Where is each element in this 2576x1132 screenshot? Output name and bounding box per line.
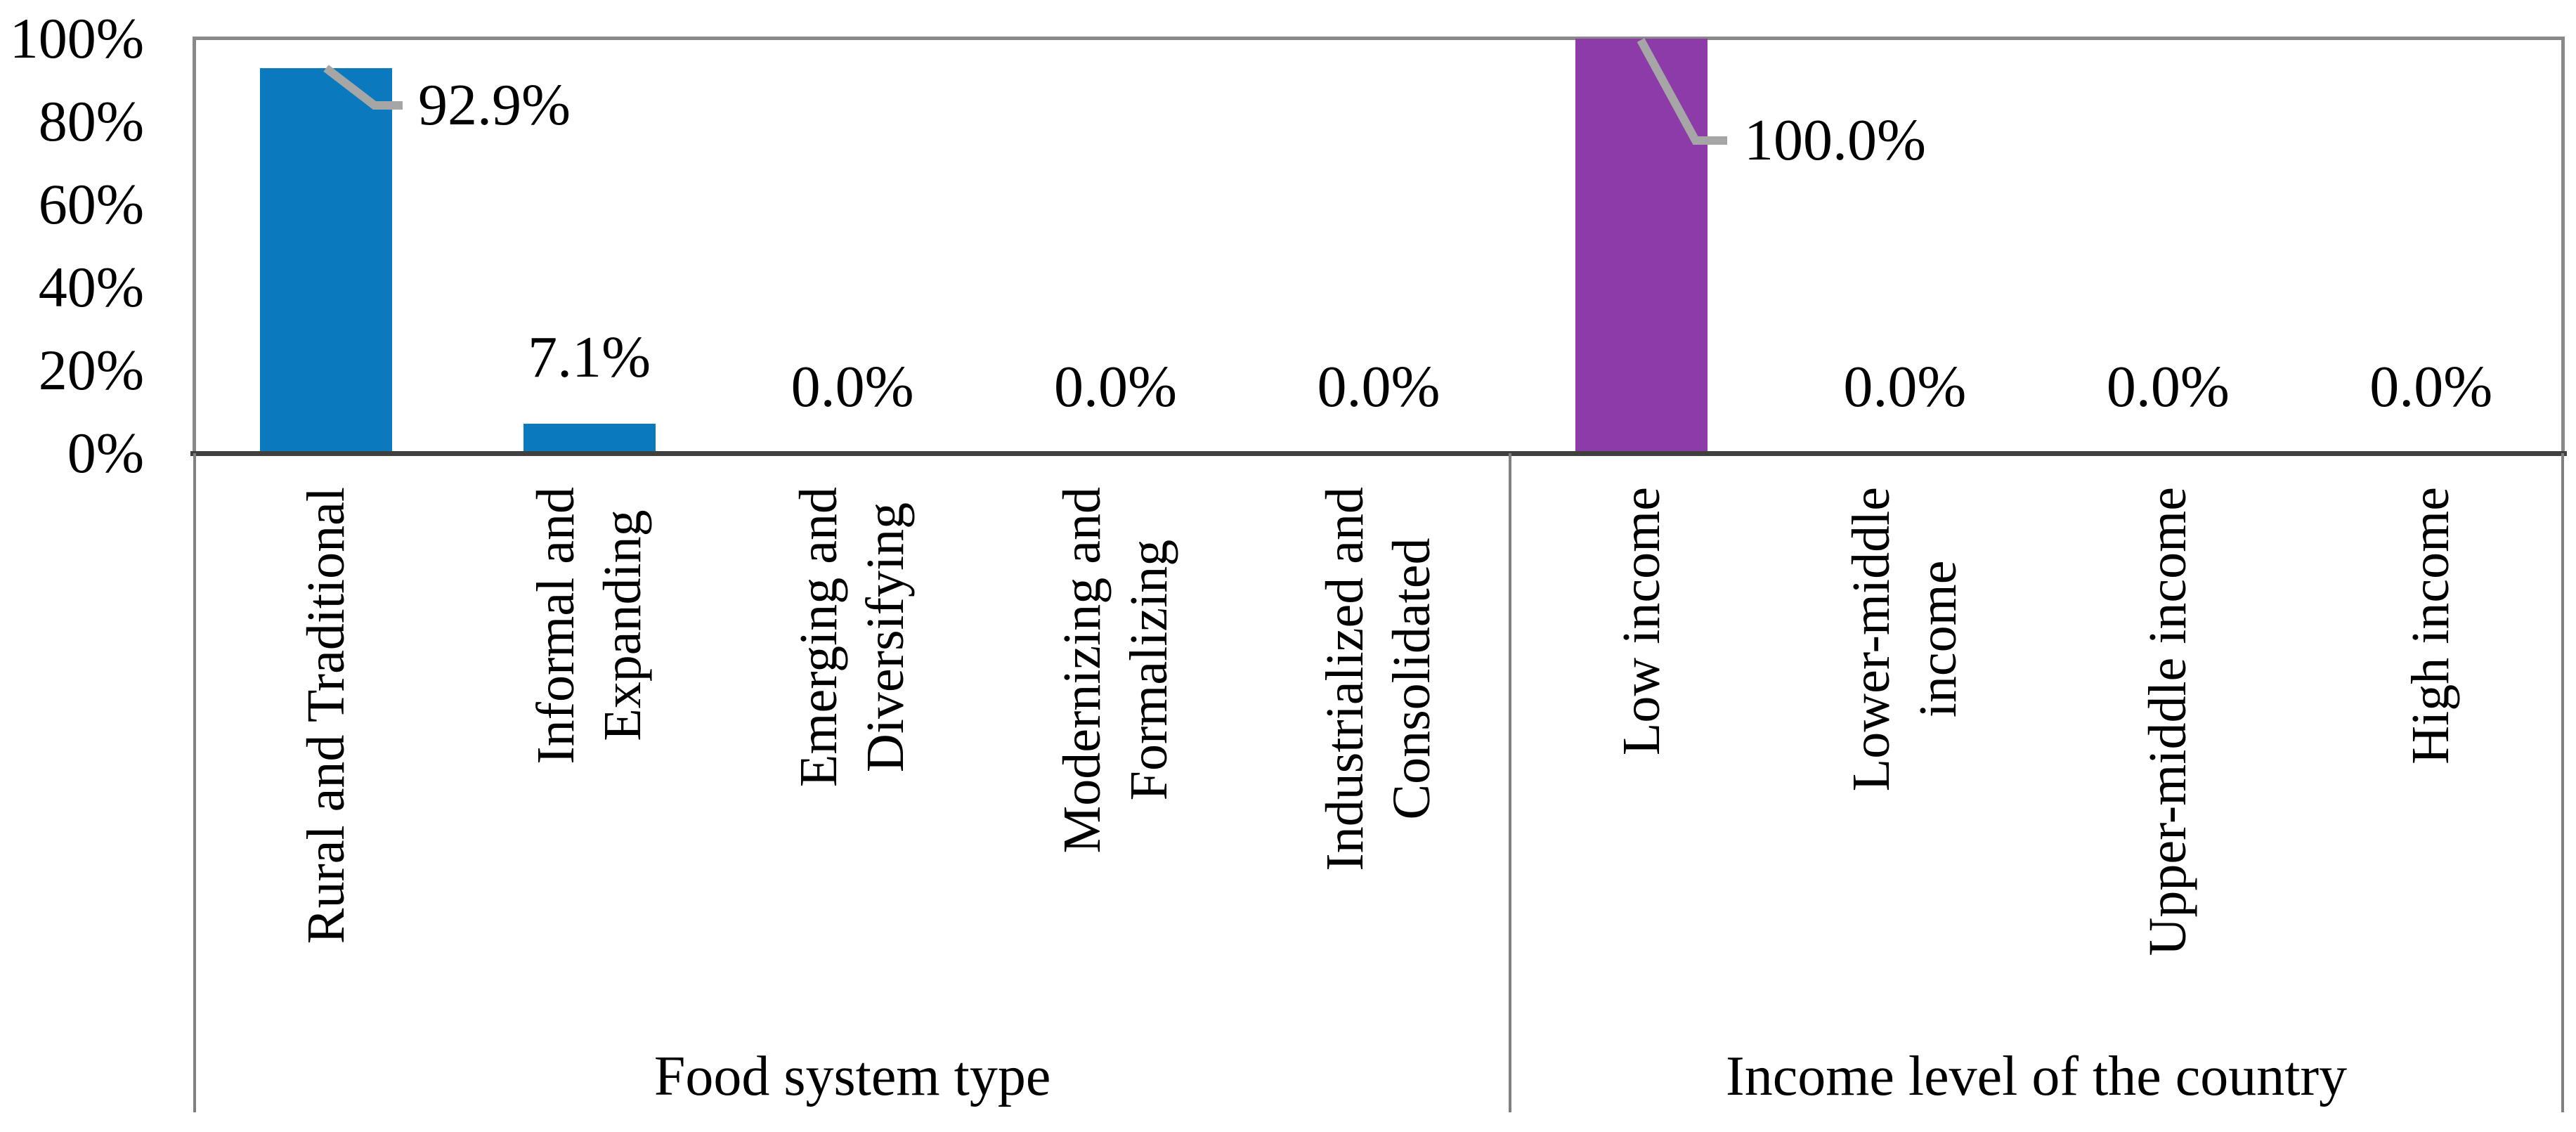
category-separator-line [2561, 453, 2564, 1112]
category-label-slot: Modernizing and Formalizing [984, 487, 1247, 1112]
data-label: 0.0% [791, 354, 914, 419]
category-label: Lower-middle income [1841, 487, 1967, 792]
category-label-slot: Emerging and Diversifying [721, 487, 984, 1112]
category-label-slot: Lower-middle income [1774, 487, 2036, 1112]
category-label-slot: Upper-middle income [2036, 487, 2299, 1112]
category-label: Emerging and Diversifying [789, 487, 916, 788]
y-axis-tick-label: 20% [38, 338, 144, 402]
category-label: Industrialized and Consolidated [1315, 487, 1441, 871]
data-label-callout: 92.9% [418, 72, 571, 138]
bar-informal-and-expanding [523, 424, 656, 453]
data-label: 0.0% [2106, 354, 2230, 419]
category-label: Low income [1611, 487, 1671, 756]
category-label: Upper-middle income [2138, 487, 2197, 956]
category-label-slot: Rural and Traditional [195, 487, 457, 1112]
y-axis-tick-label: 0% [67, 421, 144, 485]
data-label: 0.0% [1843, 354, 1967, 419]
plot-area-border [193, 37, 2565, 453]
data-label: 7.1% [528, 325, 651, 391]
y-axis-tick-label: 60% [38, 172, 144, 236]
category-label-slot: Low income [1510, 487, 1773, 1112]
y-axis-tick-label: 40% [38, 255, 144, 319]
data-label: 0.0% [2369, 354, 2493, 419]
data-label-callout: 100.0% [1744, 108, 1926, 173]
category-label-slot: Industrialized and Consolidated [1247, 487, 1510, 1112]
axis-group-label: Income level of the country [1726, 1046, 2348, 1107]
bar-low-income [1575, 39, 1708, 453]
y-axis-tick-label: 80% [38, 89, 144, 153]
bar-rural-and-traditional [260, 67, 393, 453]
category-label-slot: High income [2300, 487, 2563, 1112]
category-label-slot: Informal and Expanding [457, 487, 720, 1112]
category-separator-line [1509, 453, 1512, 1112]
y-axis-tick-label: 100% [9, 6, 144, 70]
category-label: Modernizing and Formalizing [1052, 487, 1178, 854]
data-label: 0.0% [1054, 354, 1178, 419]
data-label: 0.0% [1317, 354, 1440, 419]
x-axis-line [190, 451, 2567, 456]
category-label: Informal and Expanding [526, 487, 652, 765]
category-label: High income [2401, 487, 2461, 765]
category-separator-line [193, 453, 196, 1112]
axis-group-label: Food system type [653, 1046, 1051, 1107]
category-label: Rural and Traditional [296, 487, 356, 944]
